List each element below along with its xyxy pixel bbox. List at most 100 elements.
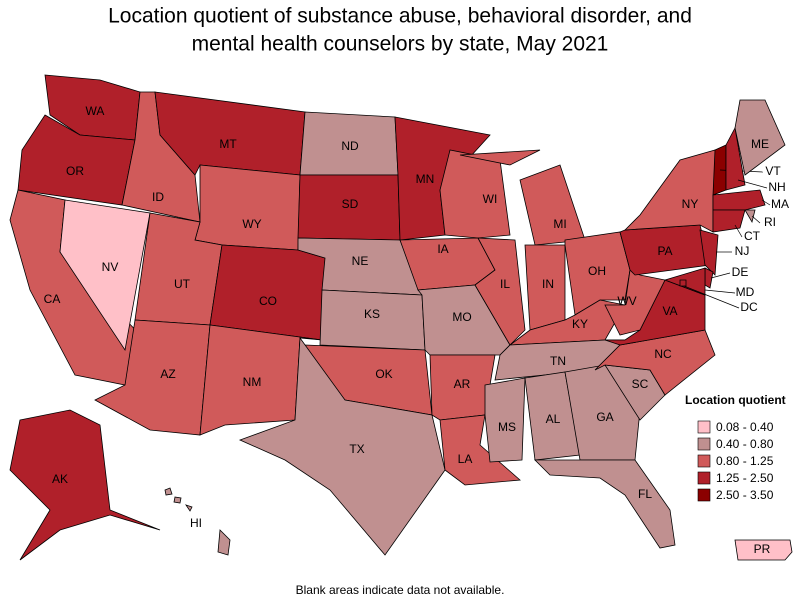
leader-line bbox=[737, 179, 768, 189]
state-label: MD bbox=[736, 285, 755, 299]
leader-line bbox=[704, 289, 736, 294]
legend-swatch bbox=[697, 454, 711, 468]
state-label: HI bbox=[190, 516, 202, 530]
state-shape[interactable] bbox=[459, 149, 541, 166]
state-label: IA bbox=[437, 242, 448, 256]
state-label: NC bbox=[654, 347, 672, 361]
state-label: KS bbox=[364, 307, 380, 321]
state-label: WI bbox=[483, 192, 498, 206]
state-label: NH bbox=[768, 180, 785, 194]
state-label: DE bbox=[732, 265, 749, 279]
state-label: IL bbox=[500, 277, 510, 291]
state-label: MS bbox=[498, 420, 516, 434]
leader-line bbox=[683, 285, 740, 309]
legend-swatch bbox=[697, 471, 711, 485]
state-label: ND bbox=[341, 139, 359, 153]
state-label: CT bbox=[744, 229, 761, 243]
legend-swatch bbox=[697, 420, 711, 434]
legend-label: 2.50 - 3.50 bbox=[716, 488, 774, 502]
legend: Location quotient 0.08 - 0.40 0.40 - 0.80… bbox=[685, 393, 786, 502]
state-label: WA bbox=[86, 104, 105, 118]
state-shape[interactable] bbox=[534, 459, 676, 549]
legend-label: 0.08 - 0.40 bbox=[716, 420, 774, 434]
title-line: Location quotient of substance abuse, be… bbox=[108, 5, 692, 28]
state-shape[interactable] bbox=[439, 149, 511, 239]
state-shape[interactable] bbox=[679, 279, 687, 287]
state-shape[interactable] bbox=[744, 209, 756, 224]
state-label: NE bbox=[352, 254, 369, 268]
title-line: mental health counselors by state, May 2… bbox=[192, 33, 609, 56]
leader-line bbox=[734, 224, 743, 238]
state-label: UT bbox=[174, 277, 191, 291]
state-shape[interactable] bbox=[9, 409, 161, 561]
state-label: MI bbox=[553, 217, 566, 231]
state-label: NV bbox=[102, 260, 119, 274]
states: WA OR CA NV ID MT WY UT CO AZ NM ND SD NE KS OK TX MN IA MO… bbox=[9, 74, 793, 561]
state-label: AK bbox=[52, 472, 68, 486]
state-shape[interactable] bbox=[508, 299, 626, 346]
state-label: OH bbox=[588, 264, 606, 278]
state-label: CA bbox=[44, 292, 61, 306]
state-label: NJ bbox=[735, 244, 750, 258]
legend-swatch bbox=[697, 488, 711, 502]
state-shape[interactable] bbox=[725, 126, 746, 191]
state-label: ME bbox=[751, 137, 769, 151]
state-shape[interactable] bbox=[734, 539, 793, 561]
state-shape[interactable] bbox=[484, 377, 526, 463]
state-label: AL bbox=[546, 412, 561, 426]
state-label: FL bbox=[638, 487, 652, 501]
leader-line bbox=[710, 272, 731, 279]
state-label: RI bbox=[764, 215, 776, 229]
state-shape[interactable] bbox=[59, 199, 151, 352]
state-label: TN bbox=[550, 354, 566, 368]
state-label: SD bbox=[342, 197, 359, 211]
footnote: Blank areas indicate data not available. bbox=[296, 583, 505, 597]
state-label: ID bbox=[152, 190, 164, 204]
legend-swatch bbox=[697, 437, 711, 451]
state-label: PA bbox=[657, 244, 672, 258]
state-label: VT bbox=[765, 164, 781, 178]
state-shape[interactable] bbox=[712, 209, 746, 233]
state-shape[interactable] bbox=[209, 244, 326, 341]
state-label: TX bbox=[349, 442, 364, 456]
state-label: AZ bbox=[160, 367, 175, 381]
state-label: SC bbox=[632, 377, 649, 391]
state-shape[interactable] bbox=[623, 149, 726, 233]
leader-line bbox=[751, 215, 761, 224]
state-shape[interactable] bbox=[712, 189, 766, 211]
state-label: CO bbox=[259, 294, 277, 308]
state-label: VA bbox=[662, 304, 677, 318]
state-label: AR bbox=[454, 377, 471, 391]
state-label: PR bbox=[754, 542, 771, 556]
legend-label: 1.25 - 2.50 bbox=[716, 471, 774, 485]
leader-line bbox=[761, 199, 771, 206]
state-label: KY bbox=[572, 317, 588, 331]
state-label: NY bbox=[682, 197, 699, 211]
legend-label: 0.40 - 0.80 bbox=[716, 437, 774, 451]
state-shape[interactable] bbox=[734, 99, 786, 176]
state-shape[interactable] bbox=[604, 269, 666, 336]
state-shape[interactable] bbox=[173, 496, 182, 504]
state-shape[interactable] bbox=[194, 164, 301, 251]
state-label: MO bbox=[452, 310, 471, 324]
state-label: OR bbox=[66, 164, 84, 178]
state-label: DC bbox=[740, 300, 758, 314]
state-shape[interactable] bbox=[185, 504, 193, 512]
state-label: GA bbox=[596, 410, 613, 424]
state-shape[interactable] bbox=[519, 164, 586, 246]
state-shape[interactable] bbox=[699, 229, 719, 276]
state-shape[interactable] bbox=[217, 529, 231, 556]
state-shape[interactable] bbox=[238, 336, 446, 556]
state-label: LA bbox=[458, 452, 473, 466]
legend-title: Location quotient bbox=[685, 393, 786, 407]
state-label: WV bbox=[617, 294, 636, 308]
state-label: MA bbox=[771, 197, 789, 211]
state-label: MN bbox=[416, 172, 435, 186]
state-shape[interactable] bbox=[164, 487, 173, 496]
legend-label: 0.80 - 1.25 bbox=[716, 454, 774, 468]
state-label: WY bbox=[242, 217, 261, 231]
state-label: NM bbox=[243, 375, 262, 389]
state-label: IN bbox=[542, 277, 554, 291]
state-label: MT bbox=[219, 137, 237, 151]
